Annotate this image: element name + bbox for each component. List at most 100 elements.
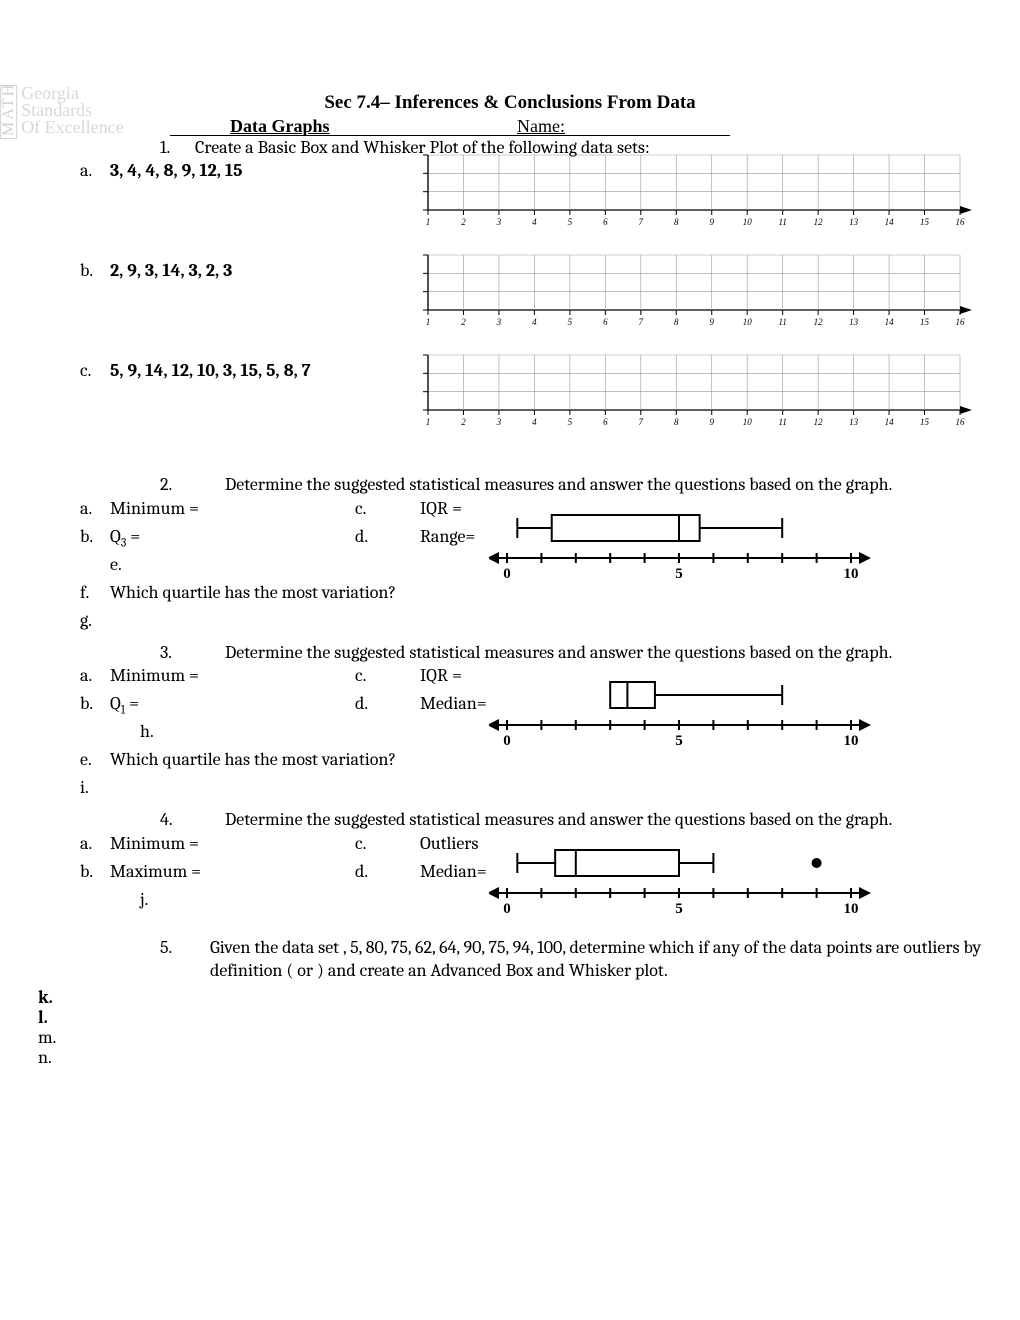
svg-text:7: 7 (639, 417, 644, 427)
svg-text:6: 6 (603, 417, 608, 427)
q4c-label: c. (355, 832, 366, 855)
q2e-label: e. (110, 553, 122, 576)
svg-text:10: 10 (844, 566, 859, 582)
q2f-label: f. (80, 581, 89, 604)
svg-text:6: 6 (603, 317, 608, 327)
svg-text:15: 15 (920, 317, 930, 327)
svg-text:10: 10 (743, 417, 753, 427)
q3b: Q1 = (110, 692, 139, 718)
svg-text:16: 16 (956, 417, 966, 427)
q1a-data: 3, 4, 4, 8, 9, 12, 15 (110, 159, 242, 182)
q4a-label: a. (80, 832, 92, 855)
q3b-label: b. (80, 692, 93, 715)
q3i-label: i. (80, 776, 89, 799)
svg-text:7: 7 (639, 317, 644, 327)
svg-text:16: 16 (956, 217, 966, 227)
svg-text:4: 4 (532, 217, 537, 227)
svg-text:13: 13 (849, 217, 859, 227)
q2a: Minimum = (110, 497, 199, 520)
svg-text:0: 0 (503, 566, 511, 582)
q3d: Median= (420, 692, 487, 715)
q4c: Outliers (420, 832, 478, 855)
svg-text:5: 5 (675, 901, 683, 917)
svg-text:8: 8 (674, 217, 679, 227)
q2-number: 2. (160, 473, 172, 496)
svg-text:14: 14 (885, 417, 895, 427)
svg-text:11: 11 (778, 317, 786, 327)
logo-badge: MATH (0, 85, 17, 139)
svg-text:8: 8 (674, 417, 679, 427)
svg-text:15: 15 (920, 417, 930, 427)
svg-text:3: 3 (496, 317, 502, 327)
q4-number: 4. (160, 808, 173, 831)
svg-text:5: 5 (675, 733, 683, 749)
q1c-data: 5, 9, 14, 12, 10, 3, 15, 5, 8, 7 (110, 359, 311, 382)
svg-text:1: 1 (426, 417, 431, 427)
svg-text:7: 7 (639, 217, 644, 227)
q4d-label: d. (355, 860, 368, 883)
q3e-label: e. (80, 748, 92, 771)
number-grid-c: 12345678910111213141516 (420, 353, 990, 443)
number-grid-b: 12345678910111213141516 (420, 253, 990, 343)
q2b-label: b. (80, 525, 93, 548)
svg-text:10: 10 (743, 217, 753, 227)
q2f: Which quartile has the most variation? (110, 581, 396, 604)
q1a-label: a. (80, 159, 92, 182)
svg-text:9: 9 (709, 417, 714, 427)
svg-text:10: 10 (844, 901, 859, 917)
q3c-label: c. (355, 664, 366, 687)
q3e: Which quartile has the most variation? (110, 748, 396, 771)
svg-text:16: 16 (956, 317, 966, 327)
q2c: IQR = (420, 497, 462, 520)
q4j-label: j. (140, 888, 148, 911)
q1b-data: 2, 9, 3, 14, 3, 2, 3 (110, 259, 232, 282)
q1c-label: c. (80, 359, 91, 382)
svg-text:9: 9 (709, 317, 714, 327)
svg-text:12: 12 (814, 217, 824, 227)
q2d-label: d. (355, 525, 368, 548)
page-title: Sec 7.4– Inferences & Conclusions From D… (20, 92, 1000, 114)
svg-text:2: 2 (461, 317, 466, 327)
q2g-label: g. (80, 609, 92, 632)
svg-text:14: 14 (885, 317, 895, 327)
q4a: Minimum = (110, 832, 199, 855)
svg-text:5: 5 (675, 566, 683, 582)
svg-text:3: 3 (496, 217, 502, 227)
svg-text:12: 12 (814, 317, 824, 327)
q3c: IQR = (420, 664, 462, 687)
boxplot-q3: 0 5 10 (489, 660, 889, 750)
q3h-label: h. (140, 720, 154, 743)
q5-text: Given the data set , 5, 80, 75, 62, 64, … (210, 936, 1000, 983)
subtitle-name: Name: (517, 116, 565, 137)
svg-text:13: 13 (849, 417, 859, 427)
svg-text:1: 1 (426, 217, 431, 227)
q4b: Maximum = (110, 860, 201, 883)
svg-text:5: 5 (568, 417, 573, 427)
subtitle-data-graphs: Data Graphs (230, 116, 330, 137)
svg-text:15: 15 (920, 217, 930, 227)
svg-text:5: 5 (568, 317, 573, 327)
q2a-label: a. (80, 497, 92, 520)
svg-text:14: 14 (885, 217, 895, 227)
boxplot-q2: 0 5 10 (489, 493, 889, 583)
svg-text:10: 10 (844, 733, 859, 749)
svg-text:12: 12 (814, 417, 824, 427)
svg-text:0: 0 (503, 733, 511, 749)
q4b-label: b. (80, 860, 93, 883)
q5-number: 5. (160, 936, 172, 959)
q1-number: 1. (160, 136, 170, 159)
svg-text:5: 5 (568, 217, 573, 227)
svg-text:6: 6 (603, 217, 608, 227)
svg-text:2: 2 (461, 417, 466, 427)
svg-text:4: 4 (532, 317, 537, 327)
svg-text:1: 1 (426, 317, 431, 327)
boxplot-q4: 0510 (489, 828, 889, 918)
svg-text:13: 13 (849, 317, 859, 327)
q4d: Median= (420, 860, 487, 883)
q5n-label: n. (38, 1046, 52, 1069)
q3d-label: d. (355, 692, 368, 715)
q2b: Q3 = (110, 525, 140, 551)
svg-text:11: 11 (778, 217, 786, 227)
svg-text:9: 9 (709, 217, 714, 227)
q2d: Range= (420, 525, 475, 548)
